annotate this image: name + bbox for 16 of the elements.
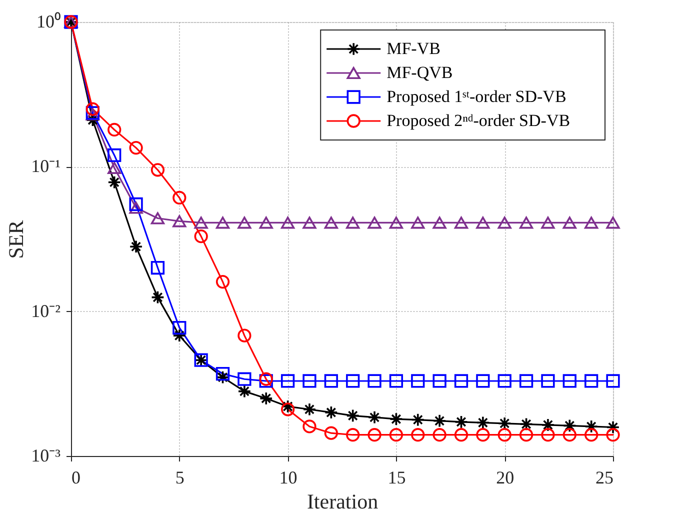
legend-label: MF-QVB — [386, 63, 453, 82]
legend-label: MF-VB — [386, 39, 440, 58]
y-tick-label: 10⁰ — [36, 12, 60, 32]
x-tick-label: 15 — [388, 468, 406, 488]
legend-label: Proposed 1ˢᵗ-order SD-VB — [386, 87, 566, 106]
y-axis-title: SER — [4, 220, 28, 259]
y-tick-label: 10⁻¹ — [31, 156, 60, 176]
x-tick-label: 10 — [279, 468, 298, 488]
x-tick-label: 20 — [496, 468, 514, 488]
x-tick-label: 25 — [596, 468, 614, 488]
y-tick-label: 10⁻³ — [31, 446, 62, 466]
x-tick-label: 5 — [175, 468, 184, 488]
x-tick-label: 0 — [72, 468, 80, 488]
x-axis-title: Iteration — [306, 490, 379, 514]
y-tick-label: 10⁻² — [31, 300, 60, 321]
legend-label: Proposed 2ⁿᵈ-order SD-VB — [386, 111, 570, 130]
